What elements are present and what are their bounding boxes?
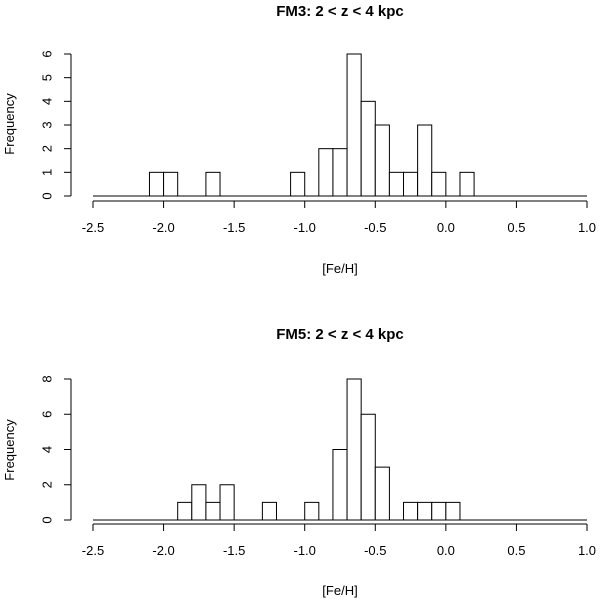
histogram-bar [163, 171, 179, 197]
x-tick-label: 0.0 [437, 543, 455, 558]
x-tick-label: -2.5 [82, 220, 104, 235]
histogram-bar [445, 501, 461, 521]
histogram-bar [346, 53, 362, 197]
y-tick-label: 0 [40, 516, 55, 523]
x-tick-label: 1.0 [578, 543, 596, 558]
y-axis-fm3: 0 1 2 3 4 5 6 [40, 50, 72, 200]
histogram-bar [388, 171, 405, 197]
histogram-bar [332, 449, 348, 521]
x-axis-fm5: -2.5 -2.0 -1.5 -1.0 -0.5 0.0 0.5 1.0 [82, 523, 596, 558]
x-tick-label: 0.0 [437, 220, 455, 235]
y-tick-label: 3 [40, 121, 55, 128]
y-tick-label: 1 [40, 169, 55, 176]
histogram-bar [318, 148, 334, 197]
x-axis-label-fm5: [Fe/H] [322, 583, 357, 598]
histogram-bar [417, 501, 433, 521]
chart-title-fm5: FM5: 2 < z < 4 kpc [276, 326, 404, 343]
histogram-bar [304, 501, 320, 521]
x-tick-label: 1.0 [578, 220, 596, 235]
y-tick-label: 2 [40, 145, 55, 152]
y-tick-label: 5 [40, 74, 55, 81]
y-tick-label: 4 [40, 446, 55, 453]
histogram-bar [261, 501, 277, 521]
histogram-bar [205, 171, 221, 197]
histogram-panel-fm3: FM3: 2 < z < 4 kpc [Fe/H] Frequency -2.5… [2, 3, 596, 276]
y-tick-label: 6 [40, 50, 55, 57]
x-tick-label: -2.5 [82, 543, 104, 558]
x-axis-fm3: -2.5 -2.0 -1.5 -1.0 -0.5 0.0 0.5 1.0 [82, 200, 596, 235]
y-axis-label-fm5: Frequency [2, 419, 17, 481]
chart-title-fm3: FM3: 2 < z < 4 kpc [276, 3, 404, 20]
x-tick-label: -1.5 [223, 543, 245, 558]
histogram-bar [360, 100, 376, 197]
x-tick-label: -2.0 [152, 543, 174, 558]
histogram-bar [374, 124, 390, 197]
histogram-bar [290, 171, 306, 197]
histogram-bar [374, 466, 390, 521]
x-tick-label: 0.5 [507, 543, 525, 558]
bars-fm3 [93, 53, 587, 197]
histogram-bar [346, 378, 362, 521]
x-tick-label: -2.0 [152, 220, 174, 235]
x-axis-label-fm3: [Fe/H] [322, 261, 357, 276]
histogram-bar [177, 501, 193, 521]
histogram-bar [417, 124, 433, 197]
x-tick-label: -1.5 [223, 220, 245, 235]
histogram-bar [205, 501, 221, 521]
y-axis-label-fm3: Frequency [2, 93, 17, 155]
y-tick-label: 2 [40, 481, 55, 488]
histogram-bar [360, 413, 376, 521]
x-tick-label: 0.5 [507, 220, 525, 235]
histogram-bar [332, 148, 348, 197]
histogram-bar [191, 484, 207, 521]
y-axis-fm5: 0 2 4 6 8 [40, 375, 72, 524]
x-tick-label: -1.0 [294, 543, 316, 558]
histogram-panel-fm5: FM5: 2 < z < 4 kpc [Fe/H] Frequency -2.5… [2, 326, 596, 598]
x-tick-label: -0.5 [364, 543, 386, 558]
y-tick-label: 4 [40, 98, 55, 105]
x-tick-label: -1.0 [294, 220, 316, 235]
y-tick-label: 8 [40, 375, 55, 382]
histogram-bar [403, 171, 419, 197]
histogram-bar [403, 501, 419, 521]
histogram-bar [431, 171, 447, 197]
y-tick-label: 6 [40, 411, 55, 418]
histogram-bar [148, 171, 165, 197]
y-tick-label: 0 [40, 192, 55, 199]
histogram-bar [431, 501, 447, 521]
bars-fm5 [93, 378, 587, 521]
x-tick-label: -0.5 [364, 220, 386, 235]
histogram-bar [459, 171, 475, 197]
histogram-bar [219, 484, 235, 521]
